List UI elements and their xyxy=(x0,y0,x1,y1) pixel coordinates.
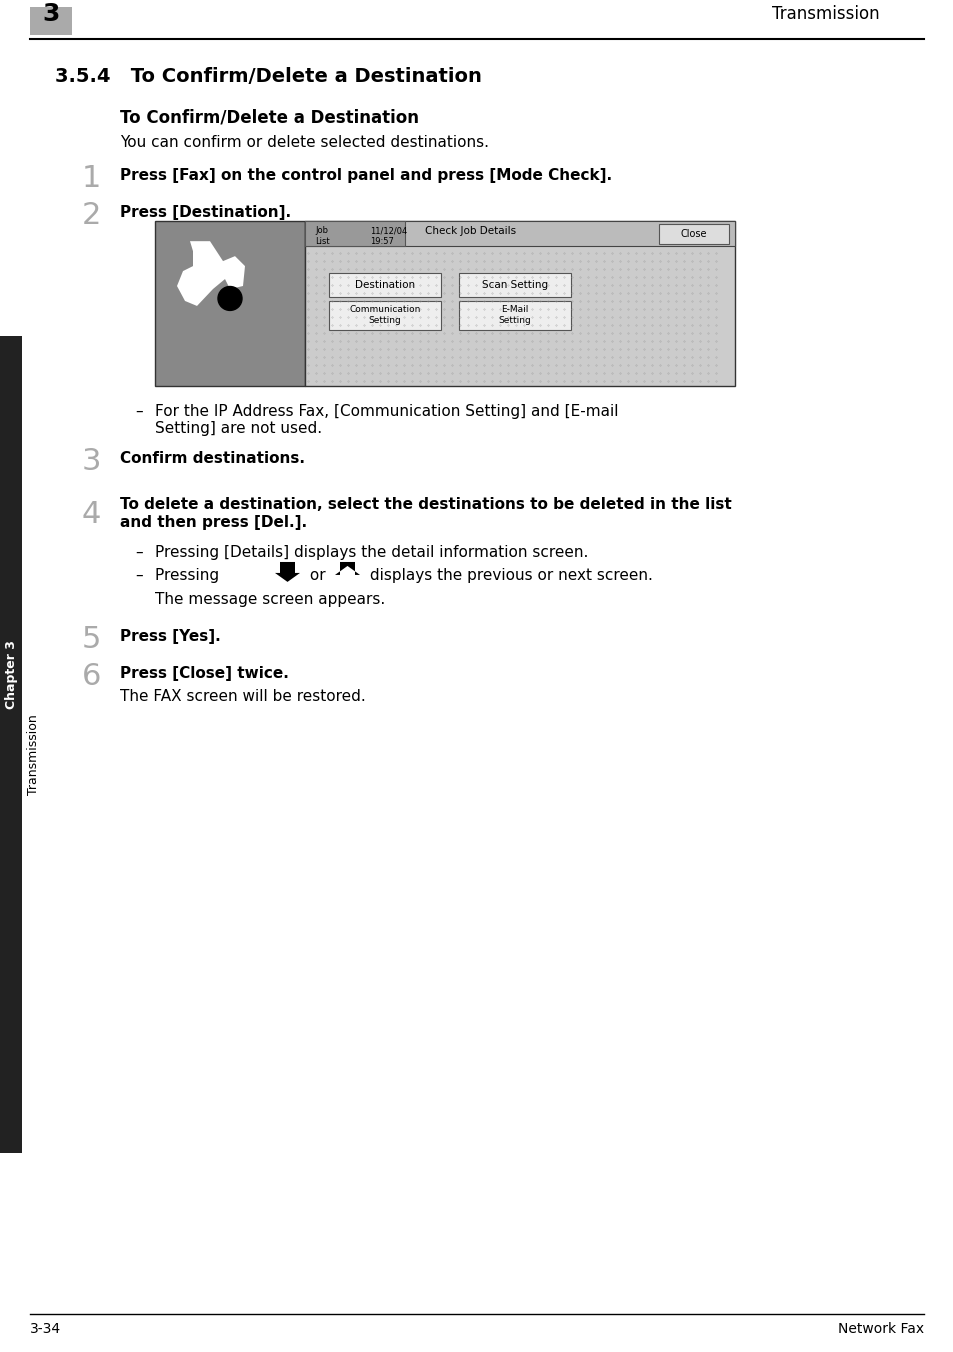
Circle shape xyxy=(218,287,242,311)
Text: –: – xyxy=(135,545,143,560)
Text: displays the previous or next screen.: displays the previous or next screen. xyxy=(365,568,652,583)
Text: Press [Yes].: Press [Yes]. xyxy=(120,629,220,644)
Bar xyxy=(22,335,44,1153)
Text: Transmission: Transmission xyxy=(772,5,879,23)
Text: 11/12/04
19:57: 11/12/04 19:57 xyxy=(370,226,407,246)
Text: You can confirm or delete selected destinations.: You can confirm or delete selected desti… xyxy=(120,135,489,150)
Text: –: – xyxy=(135,568,143,583)
FancyBboxPatch shape xyxy=(30,7,71,35)
Bar xyxy=(305,222,734,246)
Bar xyxy=(154,222,305,385)
Bar xyxy=(305,222,405,246)
FancyBboxPatch shape xyxy=(659,224,728,245)
Text: The message screen appears.: The message screen appears. xyxy=(154,592,385,607)
Text: Pressing: Pressing xyxy=(154,568,224,583)
Text: 3-34: 3-34 xyxy=(30,1322,61,1336)
Text: 3: 3 xyxy=(42,3,60,26)
Text: 2: 2 xyxy=(82,201,101,230)
Text: Chapter 3: Chapter 3 xyxy=(5,639,17,708)
Text: 5: 5 xyxy=(82,625,101,654)
Text: Check Job Details: Check Job Details xyxy=(424,226,516,237)
Text: Transmission: Transmission xyxy=(27,714,39,795)
Text: To Confirm/Delete a Destination: To Confirm/Delete a Destination xyxy=(120,108,418,127)
Polygon shape xyxy=(335,562,359,575)
Text: Confirm destinations.: Confirm destinations. xyxy=(120,452,305,466)
Text: To delete a destination, select the destinations to be deleted in the list
and t: To delete a destination, select the dest… xyxy=(120,498,731,530)
FancyBboxPatch shape xyxy=(458,301,571,330)
Text: Close: Close xyxy=(680,230,706,239)
Text: 1: 1 xyxy=(82,165,101,193)
Text: Pressing [Details] displays the detail information screen.: Pressing [Details] displays the detail i… xyxy=(154,545,588,560)
Text: 6: 6 xyxy=(82,661,101,691)
Text: –: – xyxy=(135,403,143,419)
Text: 3: 3 xyxy=(82,448,101,476)
Text: Job
List: Job List xyxy=(314,226,330,246)
FancyBboxPatch shape xyxy=(458,273,571,297)
Polygon shape xyxy=(274,562,299,581)
Text: 4: 4 xyxy=(82,500,101,529)
FancyBboxPatch shape xyxy=(329,273,440,297)
Text: For the IP Address Fax, [Communication Setting] and [E-mail
Setting] are not use: For the IP Address Fax, [Communication S… xyxy=(154,403,618,435)
Text: Press [Fax] on the control panel and press [Mode Check].: Press [Fax] on the control panel and pre… xyxy=(120,169,612,184)
Text: Destination: Destination xyxy=(355,280,415,291)
Bar xyxy=(305,222,734,385)
Text: Scan Setting: Scan Setting xyxy=(481,280,547,291)
Polygon shape xyxy=(177,241,245,306)
Text: 3.5.4   To Confirm/Delete a Destination: 3.5.4 To Confirm/Delete a Destination xyxy=(55,66,481,85)
Text: Press [Destination].: Press [Destination]. xyxy=(120,206,291,220)
Text: The FAX screen will be restored.: The FAX screen will be restored. xyxy=(120,690,365,704)
FancyBboxPatch shape xyxy=(329,301,440,330)
Text: Network Fax: Network Fax xyxy=(837,1322,923,1336)
Text: E-Mail
Setting: E-Mail Setting xyxy=(498,306,531,324)
Text: or: or xyxy=(305,568,330,583)
Bar xyxy=(0,335,22,1153)
Text: Communication
Setting: Communication Setting xyxy=(349,306,420,324)
Text: Press [Close] twice.: Press [Close] twice. xyxy=(120,665,289,680)
